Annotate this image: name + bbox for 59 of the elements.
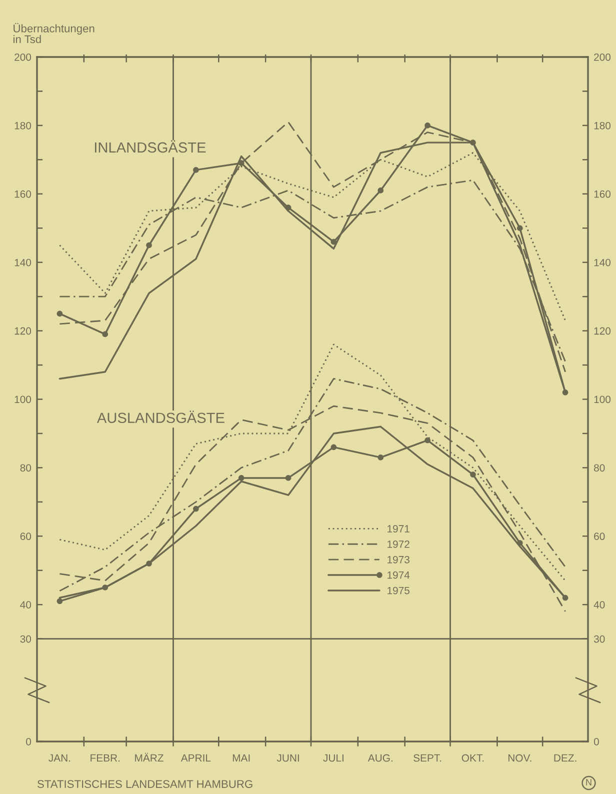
y-tick-label: 60 [20, 532, 32, 540]
y-tick-label: 80 [20, 464, 32, 472]
y2-tick-label: 200 [594, 54, 611, 61]
legend-label: 1974 [388, 571, 410, 579]
y-tick-label: 160 [14, 190, 32, 198]
y2-tick-label: 140 [594, 258, 611, 266]
point [424, 437, 430, 444]
point [102, 331, 108, 338]
y2-tick-label: 0 [594, 738, 599, 746]
legend-label: 1975 [388, 586, 410, 594]
x-tick-label: JUNI [276, 754, 299, 762]
point [193, 506, 199, 512]
x-tick-label: AUG. [368, 754, 392, 762]
point [516, 225, 523, 232]
text: N [586, 779, 592, 786]
point [56, 310, 63, 317]
y-axis-title: Übernachtungen in Tsd [14, 23, 94, 44]
x-tick-label: MÄRZ [135, 752, 164, 762]
y2-tick-label: 80 [594, 464, 605, 472]
x-tick-label: APRIL [180, 754, 211, 762]
point [56, 598, 63, 604]
y-tick-label: 200 [14, 54, 32, 61]
y2-tick-label: 40 [594, 601, 605, 608]
y2-tick-label: 100 [594, 396, 611, 404]
y-tick-label: 40 [20, 601, 32, 608]
x-tick-label: DEZ. [554, 754, 576, 762]
point [424, 122, 430, 128]
point [238, 475, 244, 481]
text: STATISTISCHES LANDESAMT HAMBURG [38, 780, 252, 788]
y-tick-label: 140 [14, 258, 32, 266]
x-tick-label: OKT. [462, 754, 484, 762]
annotation: AUSLANDSGÄSTE [96, 410, 224, 424]
y-tick-label: 30 [20, 635, 32, 643]
y-tick-label: 180 [14, 122, 32, 130]
point [378, 454, 384, 460]
y2-tick-label: 160 [594, 190, 611, 198]
x-tick-label: SEPT. [414, 754, 442, 762]
legend-label: 1972 [388, 540, 410, 548]
y-tick-label: 100 [14, 396, 32, 404]
point [378, 188, 384, 194]
annotation: INLANDSGÄSTE [94, 140, 206, 153]
point [470, 472, 476, 478]
legend-label: 1971 [388, 525, 410, 532]
y2-tick-label: 60 [594, 532, 605, 540]
point [146, 242, 152, 248]
x-tick-label: MAI [232, 754, 250, 762]
point [285, 475, 292, 481]
y2-tick-label: 120 [594, 327, 611, 335]
x-tick-label: JULI [323, 754, 344, 762]
y-tick-label: 0 [26, 738, 32, 746]
x-tick-label: NOV. [508, 754, 532, 762]
x-tick-label: FEBR. [90, 754, 120, 762]
point [330, 444, 337, 450]
legend-label: 1973 [388, 556, 410, 564]
y-tick-label: 120 [14, 327, 32, 335]
y2-tick-label: 180 [594, 122, 611, 130]
y2-tick-label: 30 [594, 635, 605, 643]
point [193, 167, 199, 173]
x-tick-label: JAN. [48, 754, 70, 762]
